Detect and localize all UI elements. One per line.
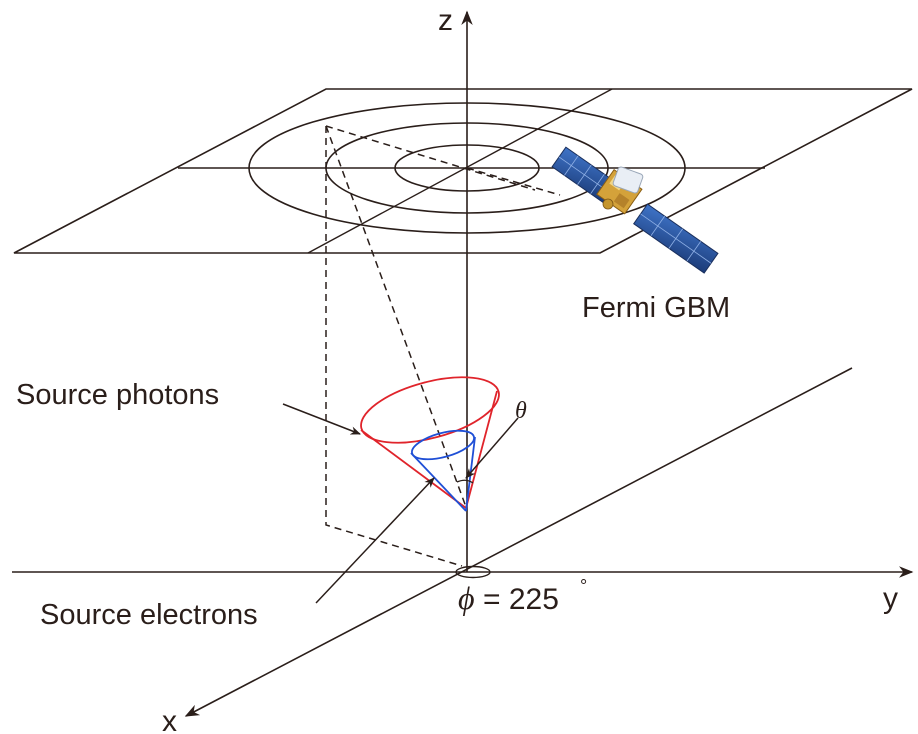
photons-label: Source photons — [16, 379, 219, 411]
phi-symbol: ϕ — [458, 580, 475, 616]
theta-arc — [456, 479, 474, 484]
theta-pointer — [465, 417, 519, 479]
z-axis-label: z — [438, 4, 453, 37]
phi-value: = 225 — [483, 583, 559, 616]
phi-degree: ° — [580, 576, 587, 596]
theta-label: θ — [515, 398, 527, 424]
projection-dashes — [325, 125, 561, 567]
detector-plane — [13, 88, 913, 254]
photons-pointer — [282, 403, 361, 435]
y-axis-label: y — [883, 582, 898, 615]
plane-x-line — [307, 88, 613, 254]
electrons-label: Source electrons — [40, 599, 258, 631]
x-axis — [184, 367, 853, 717]
electron-cone — [410, 429, 476, 512]
satellite-icon — [551, 146, 719, 274]
electrons-pointer — [315, 477, 435, 604]
photon-cone — [360, 376, 500, 509]
satellite-label: Fermi GBM — [582, 292, 730, 324]
x-axis-label: x — [162, 705, 177, 734]
phi-arc — [455, 565, 491, 579]
